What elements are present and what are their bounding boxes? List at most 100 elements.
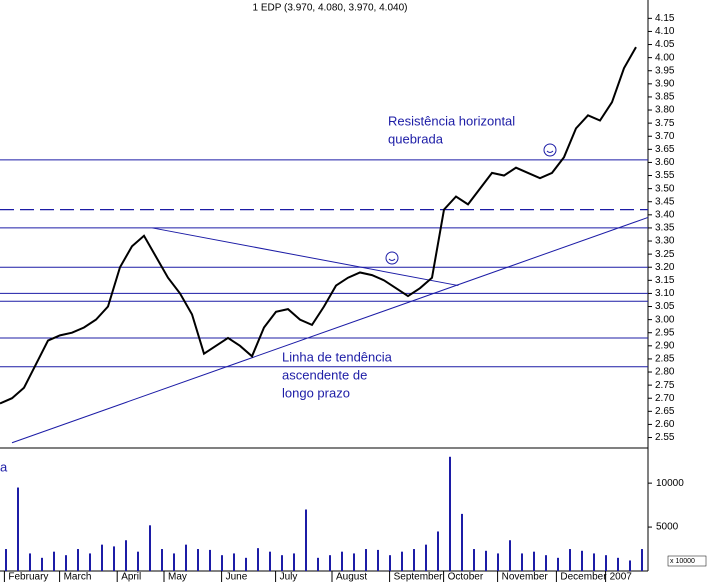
y-tick-label: 3.10 — [655, 288, 675, 299]
volume-bar — [569, 549, 571, 571]
volume-bar — [317, 557, 319, 571]
x-tick-label: August — [336, 572, 367, 582]
x-tick-label: April — [121, 572, 141, 582]
y-tick-label: 3.20 — [655, 262, 675, 273]
x-tick-label: March — [64, 572, 92, 582]
volume-bar — [557, 557, 559, 571]
volume-bar — [521, 553, 523, 571]
y-tick-label: 3.80 — [655, 105, 675, 116]
volume-bar — [605, 555, 607, 571]
y-tick-label: 4.15 — [655, 13, 675, 24]
volume-bar — [113, 546, 115, 571]
volume-bar — [533, 551, 535, 571]
volume-bar — [293, 553, 295, 571]
y-tick-label: 4.05 — [655, 39, 675, 50]
y-tick-label: 2.70 — [655, 393, 675, 404]
smiley — [385, 143, 557, 265]
x-tick-label: July — [280, 572, 298, 582]
y-tick-label: 3.15 — [655, 275, 675, 286]
volume-bar — [581, 550, 583, 571]
trend-line — [152, 227, 459, 287]
y-tick-label: 3.70 — [655, 131, 675, 142]
unit-label: x 10000 — [670, 558, 695, 565]
y-tick-label: 2.65 — [655, 406, 675, 417]
volume-bar — [461, 513, 463, 571]
y-tick-label: 2.85 — [655, 354, 675, 365]
y-tick-label: 3.55 — [655, 170, 675, 181]
volume-bar — [125, 540, 127, 571]
volume-bar — [413, 549, 415, 571]
volume-bar — [77, 549, 79, 571]
volume-bar — [185, 544, 187, 571]
y-tick-label: 2.75 — [655, 380, 675, 391]
y-tick-label: 2.55 — [655, 432, 675, 443]
chart-title: 1 EDP (3.970, 4.080, 3.970, 4.040) — [253, 3, 408, 14]
volume-bar — [617, 557, 619, 571]
y-tick-label: 3.40 — [655, 209, 675, 220]
volume-bar — [329, 555, 331, 571]
x-tick-label: May — [168, 572, 187, 582]
y-tick-label: 3.30 — [655, 236, 675, 247]
volume-bar — [89, 553, 91, 571]
volume-bar — [485, 550, 487, 571]
annotation: longo prazo — [282, 385, 350, 400]
annotation: Linha de tendência — [282, 349, 393, 364]
y-tick-label: 2.80 — [655, 367, 675, 378]
y-tick-label: 4.00 — [655, 52, 675, 63]
volume-bar — [53, 551, 55, 571]
y-tick-label: 3.50 — [655, 183, 675, 194]
x-tick-label: October — [448, 572, 484, 582]
y-tick-label: 3.90 — [655, 78, 675, 89]
x-tick-label: December — [560, 572, 607, 582]
volume-bar — [149, 525, 151, 571]
volume-bar — [437, 531, 439, 571]
y-tick-label: 3.75 — [655, 118, 675, 129]
volume-bar — [269, 551, 271, 571]
volume-bar — [197, 549, 199, 571]
trend-line — [11, 216, 649, 444]
volume-bar — [305, 509, 307, 571]
price-line — [0, 46, 637, 405]
y-tick-label: 3.00 — [655, 314, 675, 325]
y-tick-label: 3.35 — [655, 223, 675, 234]
y-tick-label: 3.85 — [655, 92, 675, 103]
volume-bar — [629, 560, 631, 571]
volume-bar — [5, 549, 7, 571]
volume-bar — [425, 544, 427, 571]
volume-bar — [389, 555, 391, 571]
annotation: quebrada — [388, 131, 444, 146]
y-tick-label: 3.60 — [655, 157, 675, 168]
volume-bar — [173, 553, 175, 571]
volume-bar — [593, 553, 595, 571]
volume-bar — [341, 551, 343, 571]
y-tick-label: 4.10 — [655, 26, 675, 37]
volume-bar — [509, 540, 511, 571]
x-tick-label: September — [394, 572, 444, 582]
y-tick-label: 3.05 — [655, 301, 675, 312]
volume-bar — [449, 456, 451, 571]
volume-bar — [17, 487, 19, 571]
volume-bar — [377, 549, 379, 571]
volume-bar — [245, 557, 247, 571]
y-tick-label: 2.95 — [655, 327, 675, 338]
x-tick-label: June — [226, 572, 248, 582]
y-tick-label: 3.45 — [655, 196, 675, 207]
x-tick-label: November — [502, 572, 549, 582]
volume-bar — [221, 555, 223, 571]
volume-bar — [641, 549, 643, 571]
annotation: a — [0, 459, 8, 474]
volume-bar — [29, 553, 31, 571]
unit-box — [667, 555, 707, 567]
volume-bar — [401, 551, 403, 571]
y-tick-label: 3.25 — [655, 249, 675, 260]
volume-bar — [257, 548, 259, 571]
volume-bar — [41, 557, 43, 571]
volume-bar — [65, 555, 67, 571]
annotation: ascendente de — [282, 367, 367, 382]
volume-bar — [545, 555, 547, 571]
y-tick-label: 10000 — [656, 478, 684, 489]
x-tick-label: 2007 — [610, 572, 633, 582]
volume-bar — [101, 544, 103, 571]
